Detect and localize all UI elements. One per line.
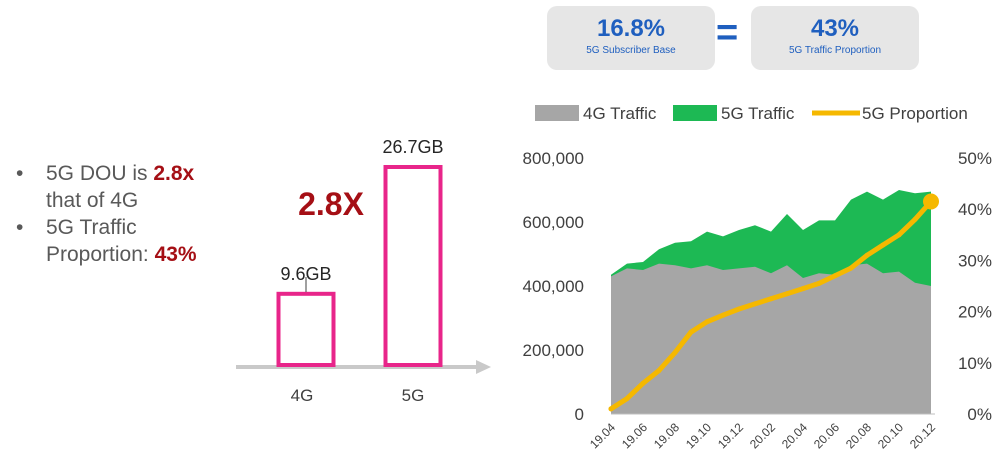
legend-label: 5G Traffic xyxy=(721,104,795,123)
y-left-tick-label: 400,000 xyxy=(523,277,584,296)
proportion-point xyxy=(720,312,726,318)
proportion-point xyxy=(896,232,902,238)
proportion-point xyxy=(816,280,822,286)
legend-label: 5G Proportion xyxy=(862,104,968,123)
x-tick-label: 19.04 xyxy=(587,420,618,451)
ratio-annotation: 2.8X xyxy=(298,186,364,222)
baseline-arrow-icon xyxy=(476,360,491,374)
proportion-point xyxy=(608,406,614,412)
kpi-box-traffic-proportion: 43% 5G Traffic Proportion xyxy=(751,6,919,70)
y-right-tick-label: 50% xyxy=(958,149,992,168)
proportion-point xyxy=(656,368,662,373)
proportion-point xyxy=(832,273,838,279)
proportion-point xyxy=(704,319,710,325)
bar-4g xyxy=(276,291,336,367)
x-tick-label: 20.04 xyxy=(779,420,810,451)
area-4g-traffic xyxy=(611,263,931,414)
proportion-point xyxy=(688,329,694,335)
legend-swatch-4g-traffic xyxy=(535,105,579,121)
kpi-label: 5G Traffic Proportion xyxy=(788,45,882,56)
legend-swatch-5g-traffic xyxy=(673,105,717,121)
y-left-tick-label: 0 xyxy=(575,405,584,424)
legend-label: 4G Traffic xyxy=(583,104,657,123)
bullet-highlight: 2.8x xyxy=(153,162,195,185)
bar-data-label: 26.7GB xyxy=(382,137,443,157)
proportion-point xyxy=(800,286,806,292)
proportion-point xyxy=(672,350,678,356)
proportion-point xyxy=(912,216,918,222)
x-tick-label: 19.06 xyxy=(619,420,650,451)
x-tick-label: 20.02 xyxy=(747,420,778,451)
y-left-tick-label: 200,000 xyxy=(523,341,584,360)
chart-legend: 4G Traffic 5G Traffic 5G Proportion xyxy=(535,104,968,123)
y-right-tick-label: 10% xyxy=(958,354,992,373)
x-tick-label: 20.10 xyxy=(875,420,906,451)
bullet-highlight: 43% xyxy=(154,243,197,266)
bar-category-label: 4G xyxy=(291,386,314,405)
bullet-dot-icon: • xyxy=(16,216,24,239)
proportion-point xyxy=(768,296,774,302)
bullet-item: • 5G Traffic Proportion: 43% xyxy=(10,214,197,268)
y-right-tick-label: 0% xyxy=(967,405,992,424)
y-left-tick-label: 800,000 xyxy=(523,149,584,168)
proportion-point xyxy=(864,252,870,258)
y-right-tick-label: 20% xyxy=(958,303,992,322)
bullet-dot-icon: • xyxy=(16,162,24,185)
bar-data-label: 9.6GB xyxy=(280,264,331,284)
x-tick-label: 19.08 xyxy=(651,420,682,451)
y-right-tick-label: 30% xyxy=(958,251,992,270)
summary-bullets: • 5G DOU is 2.8x that of 4G • 5G Traffic… xyxy=(10,160,197,268)
proportion-point xyxy=(880,242,886,248)
bullet-line: 5G DOU is 2.8x xyxy=(46,160,197,187)
x-tick-label: 20.08 xyxy=(843,420,874,451)
bullet-line: 5G Traffic xyxy=(46,216,137,239)
kpi-value: 16.8% xyxy=(596,15,666,42)
equals-sign: = xyxy=(716,12,739,54)
bar-category-label: 5G xyxy=(402,386,425,405)
y-right-tick-label: 40% xyxy=(958,200,992,219)
kpi-value: 43% xyxy=(810,15,860,42)
x-tick-label: 20.12 xyxy=(907,420,938,451)
kpi-label: 5G Subscriber Base xyxy=(586,45,676,56)
proportion-point xyxy=(736,306,742,312)
bullet-item: • 5G DOU is 2.8x that of 4G xyxy=(10,160,197,214)
proportion-point xyxy=(923,193,939,210)
proportion-point xyxy=(784,291,790,297)
proportion-point xyxy=(848,265,854,271)
proportion-point xyxy=(640,380,646,386)
traffic-area-chart: 800,000 600,000 400,000 200,000 0 50% 40% 30% 2… xyxy=(523,104,992,451)
bullet-line: Proportion: 43% xyxy=(46,241,197,268)
x-tick-label: 20.06 xyxy=(811,420,842,451)
x-tick-label: 19.10 xyxy=(683,420,714,451)
bar-5g xyxy=(383,165,443,367)
y-left-tick-label: 600,000 xyxy=(523,213,584,232)
proportion-point xyxy=(624,396,630,402)
kpi-box-subscriber-base: 16.8% 5G Subscriber Base xyxy=(547,6,715,70)
bullet-line: that of 4G xyxy=(46,189,139,212)
bullet-text: 5G DOU is xyxy=(46,162,154,185)
dou-bar-chart: 2.8X 9.6GB 4G 26.7GB 5G xyxy=(236,137,491,405)
bullet-text: Proportion: xyxy=(46,243,155,266)
proportion-point xyxy=(752,301,758,307)
x-tick-label: 19.12 xyxy=(715,420,746,451)
